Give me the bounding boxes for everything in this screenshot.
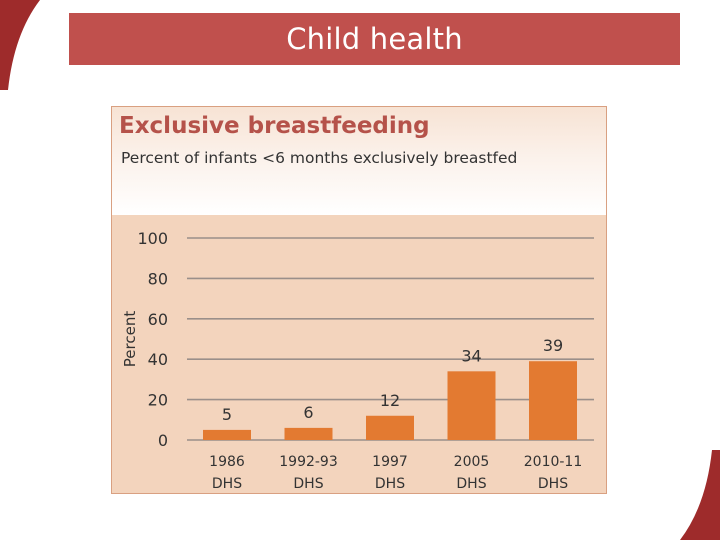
chart-header: Exclusive breastfeeding Percent of infan…	[112, 107, 606, 215]
data-label: 34	[461, 346, 481, 365]
y-tick-label: 60	[148, 310, 168, 329]
bar	[203, 429, 251, 440]
decorative-corner-left	[0, 0, 40, 90]
x-category-label: 1992-93	[279, 454, 338, 470]
x-category-source: DHS	[293, 476, 323, 492]
x-category-label: 1997	[372, 454, 408, 470]
y-tick-label: 80	[148, 269, 168, 288]
bar	[447, 371, 496, 440]
data-label: 5	[222, 405, 232, 424]
y-tick-label: 20	[148, 391, 168, 410]
y-tick-label: 0	[158, 431, 168, 450]
chart-frame: Exclusive breastfeeding Percent of infan…	[111, 106, 607, 494]
data-label: 39	[543, 336, 563, 355]
chart-subtitle: Percent of infants <6 months exclusively…	[121, 149, 518, 167]
labels: 0 20 40 60 80 100 Percent 5 1986 DHS 6 1992-93 DHS 12…	[121, 229, 582, 492]
data-label: 6	[303, 403, 313, 422]
bar	[529, 361, 577, 440]
gridlines	[187, 237, 594, 441]
x-category-source: DHS	[538, 476, 568, 492]
bar	[284, 427, 333, 440]
y-tick-label: 40	[148, 350, 168, 369]
x-category-source: DHS	[456, 476, 486, 492]
x-category-label: 1986	[209, 454, 245, 470]
y-tick-label: 100	[137, 229, 168, 248]
x-category-label: 2005	[454, 454, 490, 470]
data-label: 12	[380, 391, 400, 410]
slide-title-banner: Child health	[69, 13, 680, 65]
bars	[203, 361, 577, 440]
x-category-source: DHS	[375, 476, 405, 492]
bar-chart: 0 20 40 60 80 100 Percent 5 1986 DHS 6 1992-93 DHS 12…	[121, 229, 594, 492]
chart-title: Exclusive breastfeeding	[119, 113, 430, 139]
slide-title: Child health	[286, 22, 463, 56]
x-category-source: DHS	[212, 476, 242, 492]
x-category-label: 2010-11	[524, 454, 583, 470]
bar	[366, 415, 414, 440]
y-axis-label: Percent	[121, 311, 139, 368]
decorative-corner-right	[680, 450, 720, 540]
